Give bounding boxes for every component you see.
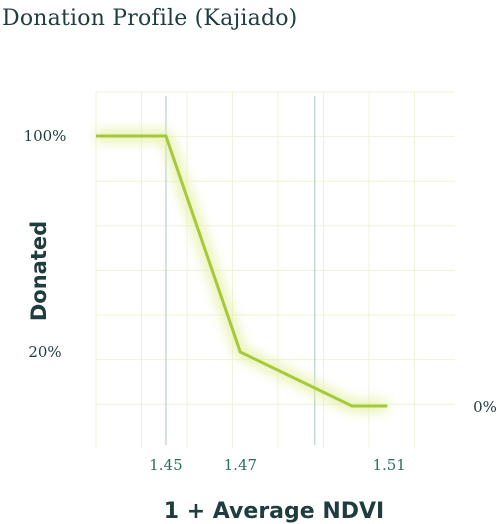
chart-series	[96, 130, 388, 412]
chart-grid	[95, 91, 455, 448]
series-line	[96, 134, 388, 408]
series-line-glow	[96, 130, 388, 412]
x-tick-label: 1.45	[149, 456, 182, 474]
chart-title: Donation Profile (Kajiado)	[2, 6, 298, 31]
x-tick-label: 1.47	[224, 456, 257, 474]
y-tick-label: 20%	[28, 343, 61, 361]
x-tick-label: 1.51	[372, 456, 405, 474]
series-end-label: 0%	[473, 398, 497, 416]
chart-labels: 100% 20% 0% 1.45 1.47 1.51 1 + Average NDVI Don…	[24, 127, 497, 524]
x-axis-title: 1 + Average NDVI	[164, 499, 384, 524]
y-axis-title: Donated	[27, 221, 51, 321]
y-tick-label: 100%	[24, 127, 67, 145]
